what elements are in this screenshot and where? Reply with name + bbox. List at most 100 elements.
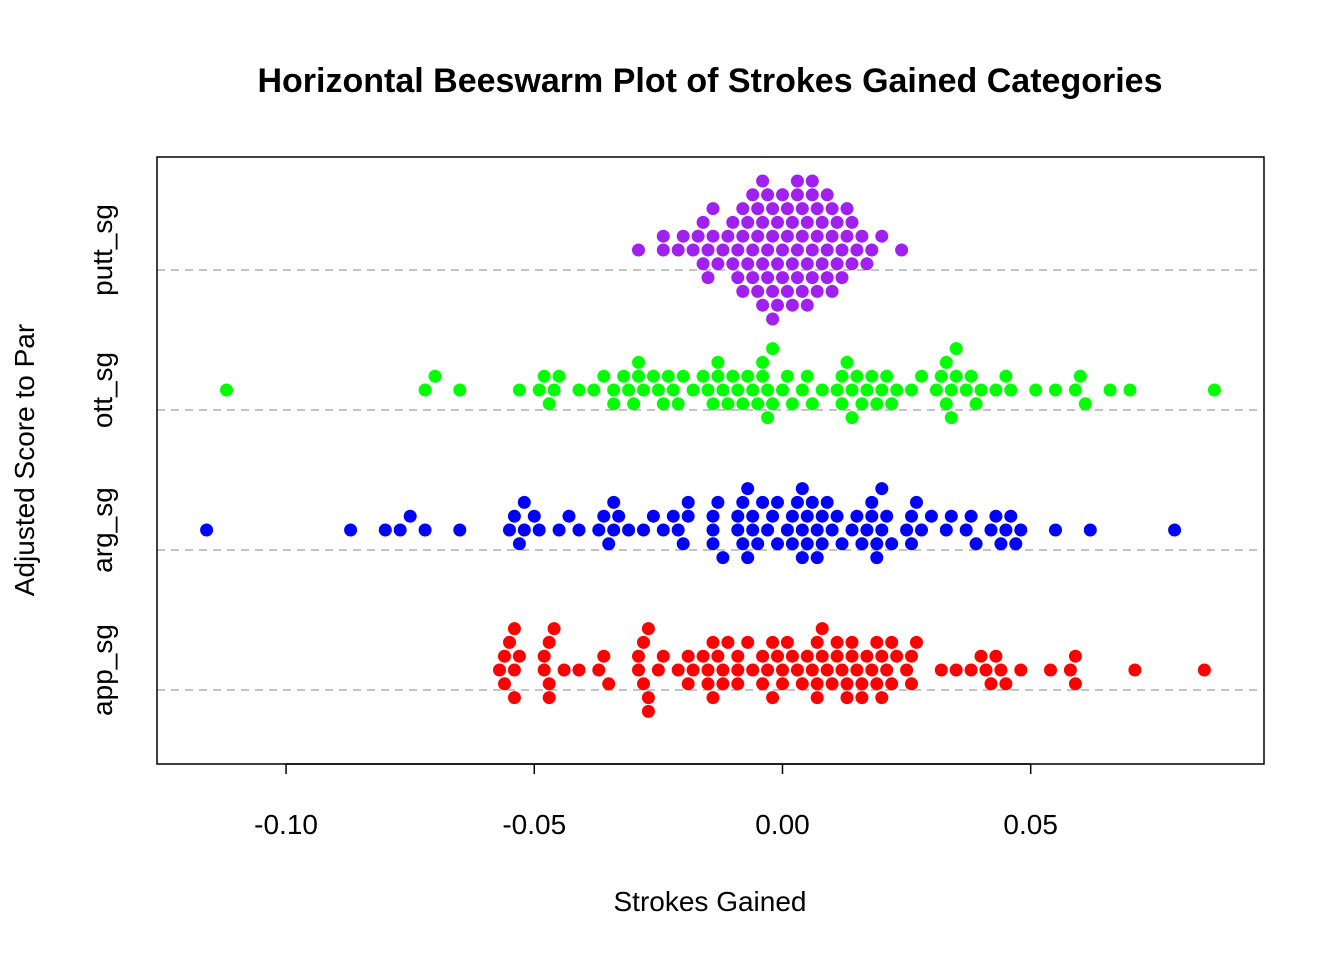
point-ott_sg bbox=[845, 411, 859, 425]
point-ott_sg bbox=[656, 397, 670, 411]
point-putt_sg bbox=[820, 243, 834, 257]
point-arg_sg bbox=[800, 537, 814, 551]
point-arg_sg bbox=[835, 537, 849, 551]
point-putt_sg bbox=[780, 284, 794, 298]
point-ott_sg bbox=[1103, 383, 1117, 397]
point-arg_sg bbox=[795, 482, 809, 496]
point-arg_sg bbox=[1083, 523, 1097, 537]
point-arg_sg bbox=[503, 523, 516, 537]
point-ott_sg bbox=[597, 369, 611, 383]
point-arg_sg bbox=[706, 523, 720, 537]
point-ott_sg bbox=[756, 369, 770, 383]
point-putt_sg bbox=[721, 229, 735, 243]
point-app_sg bbox=[1128, 663, 1142, 677]
point-app_sg bbox=[766, 635, 780, 649]
y-tick-label: arg_sg bbox=[87, 487, 118, 573]
point-putt_sg bbox=[716, 243, 730, 257]
point-arg_sg bbox=[761, 523, 775, 537]
point-ott_sg bbox=[756, 355, 770, 369]
point-app_sg bbox=[870, 635, 884, 649]
data-points bbox=[200, 174, 1221, 718]
point-app_sg bbox=[632, 649, 645, 663]
point-ott_sg bbox=[428, 369, 442, 383]
point-app_sg bbox=[701, 677, 715, 691]
point-ott_sg bbox=[1207, 383, 1221, 397]
chart-title: Horizontal Beeswarm Plot of Strokes Gain… bbox=[257, 62, 1162, 100]
point-putt_sg bbox=[780, 229, 794, 243]
point-arg_sg bbox=[741, 482, 755, 496]
point-arg_sg bbox=[771, 537, 784, 551]
point-putt_sg bbox=[795, 202, 809, 216]
point-app_sg bbox=[910, 635, 923, 649]
point-putt_sg bbox=[776, 271, 789, 285]
point-putt_sg bbox=[771, 298, 784, 312]
point-arg_sg bbox=[592, 523, 606, 537]
point-ott_sg bbox=[865, 369, 879, 383]
point-putt_sg bbox=[751, 229, 765, 243]
point-app_sg bbox=[731, 663, 745, 677]
point-app_sg bbox=[1044, 663, 1057, 677]
point-ott_sg bbox=[661, 369, 675, 383]
point-putt_sg bbox=[711, 257, 725, 271]
point-arg_sg bbox=[885, 537, 899, 551]
point-app_sg bbox=[905, 649, 918, 663]
point-app_sg bbox=[721, 635, 735, 649]
point-putt_sg bbox=[701, 271, 715, 285]
point-arg_sg bbox=[815, 537, 829, 551]
point-app_sg bbox=[651, 663, 665, 677]
point-arg_sg bbox=[676, 537, 690, 551]
point-app_sg bbox=[741, 635, 755, 649]
point-putt_sg bbox=[691, 229, 705, 243]
point-arg_sg bbox=[453, 523, 467, 537]
point-putt_sg bbox=[805, 271, 819, 285]
point-arg_sg bbox=[820, 495, 834, 509]
point-putt_sg bbox=[785, 298, 799, 312]
point-app_sg bbox=[731, 649, 745, 663]
point-putt_sg bbox=[746, 243, 760, 257]
point-putt_sg bbox=[756, 257, 770, 271]
point-arg_sg bbox=[815, 509, 829, 523]
point-ott_sg bbox=[552, 369, 566, 383]
point-ott_sg bbox=[731, 383, 745, 397]
point-ott_sg bbox=[934, 369, 948, 383]
point-putt_sg bbox=[656, 229, 670, 243]
point-ott_sg bbox=[696, 369, 710, 383]
point-app_sg bbox=[771, 649, 784, 663]
point-putt_sg bbox=[795, 229, 809, 243]
point-arg_sg bbox=[795, 523, 809, 537]
point-app_sg bbox=[761, 663, 775, 677]
point-app_sg bbox=[1068, 677, 1082, 691]
point-ott_sg bbox=[915, 369, 928, 383]
point-app_sg bbox=[746, 663, 760, 677]
point-ott_sg bbox=[587, 383, 601, 397]
point-arg_sg bbox=[984, 523, 998, 537]
point-arg_sg bbox=[944, 509, 958, 523]
point-app_sg bbox=[572, 663, 586, 677]
point-ott_sg bbox=[875, 383, 889, 397]
point-ott_sg bbox=[741, 369, 755, 383]
point-ott_sg bbox=[711, 369, 725, 383]
y-axis-label: Adjusted Score to Par bbox=[9, 324, 40, 596]
point-arg_sg bbox=[999, 523, 1013, 537]
point-putt_sg bbox=[731, 271, 745, 285]
point-putt_sg bbox=[790, 271, 804, 285]
point-putt_sg bbox=[776, 188, 789, 202]
point-arg_sg bbox=[800, 509, 814, 523]
point-arg_sg bbox=[736, 537, 750, 551]
point-ott_sg bbox=[944, 383, 958, 397]
point-putt_sg bbox=[840, 229, 854, 243]
point-ott_sg bbox=[1073, 369, 1087, 383]
point-ott_sg bbox=[835, 397, 849, 411]
x-tick-label: 0.00 bbox=[755, 809, 810, 840]
point-app_sg bbox=[810, 691, 824, 705]
point-ott_sg bbox=[453, 383, 467, 397]
point-ott_sg bbox=[850, 369, 864, 383]
point-putt_sg bbox=[810, 202, 824, 216]
point-putt_sg bbox=[686, 243, 700, 257]
point-arg_sg bbox=[200, 523, 214, 537]
point-arg_sg bbox=[403, 509, 417, 523]
point-putt_sg bbox=[815, 257, 829, 271]
point-ott_sg bbox=[845, 383, 859, 397]
point-arg_sg bbox=[756, 495, 770, 509]
point-app_sg bbox=[681, 677, 695, 691]
